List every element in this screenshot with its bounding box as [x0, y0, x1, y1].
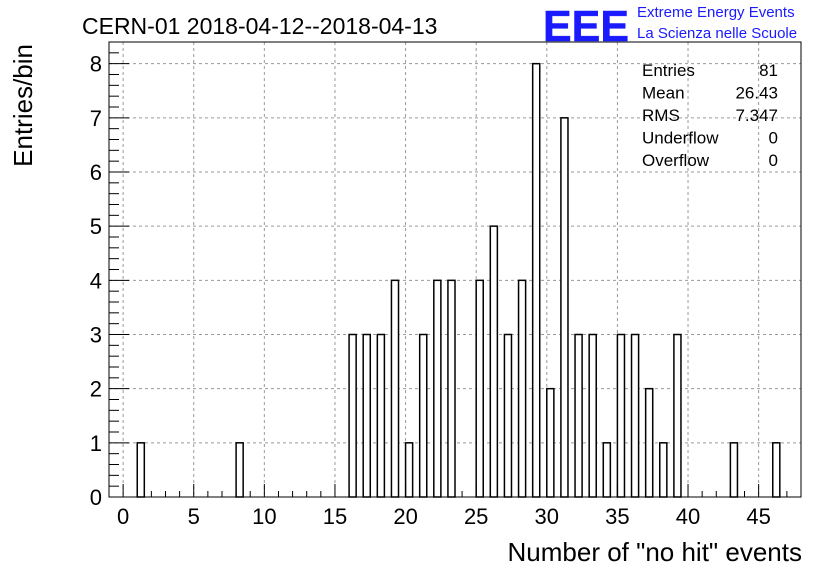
eee-logo: EEE Extreme Energy Events La Scienza nel…: [543, 2, 797, 52]
stats-value: 0: [769, 129, 778, 148]
y-tick-label: 5: [90, 214, 102, 239]
histogram-bar: [560, 117, 569, 498]
y-tick-label: 3: [90, 323, 102, 348]
x-tick-label: 45: [746, 504, 770, 529]
histogram-bar: [404, 442, 414, 498]
stats-value: 0: [769, 151, 778, 170]
x-tick-label: 10: [252, 504, 276, 529]
stats-label: Overflow: [642, 151, 710, 170]
y-axis-title: Entries/bin: [8, 44, 38, 167]
x-tick-label: 40: [676, 504, 700, 529]
histogram-bar: [362, 333, 372, 498]
chart-title: CERN-01 2018-04-12--2018-04-13: [82, 13, 437, 39]
x-tick-label: 0: [117, 504, 129, 529]
logo-line-1: Extreme Energy Events: [637, 4, 795, 21]
histogram-bar: [630, 333, 640, 498]
histogram-bar: [729, 442, 739, 498]
histogram-bar: [489, 225, 499, 498]
histogram-bar: [659, 442, 668, 498]
histogram-bar: [588, 333, 597, 498]
y-tick-label: 7: [90, 106, 102, 131]
histogram-bar: [616, 333, 626, 498]
histogram-bar: [136, 442, 146, 498]
histogram-bar: [447, 279, 456, 498]
histogram-bar: [503, 333, 513, 498]
histogram-bar: [546, 387, 555, 498]
histogram-bar: [517, 279, 527, 498]
histogram-bar: [644, 387, 654, 498]
y-tick-label: 2: [90, 377, 102, 402]
stats-box: Entries 81 Mean 26.43 RMS 7.347 Underflow 0 Over…: [642, 61, 778, 170]
histogram-bar: [475, 279, 484, 498]
y-tick-label: 6: [90, 160, 102, 185]
x-tick-label: 20: [393, 504, 417, 529]
stats-value: 26.43: [735, 84, 778, 103]
histogram-bar: [602, 442, 612, 498]
histogram-bar: [390, 279, 400, 498]
eee-logo-mark: EEE: [543, 2, 629, 51]
histogram-bar: [418, 333, 428, 498]
y-tick-label: 1: [90, 431, 102, 456]
x-tick-label: 15: [323, 504, 347, 529]
x-tick-label: 5: [188, 504, 200, 529]
histogram-bars: [136, 62, 781, 498]
y-tick-label: 8: [90, 52, 102, 77]
histogram-bar: [433, 279, 442, 498]
y-tick-label: 0: [90, 485, 102, 510]
y-axis-ticks: 0 1 2 3 4 5 6 7 8: [90, 52, 129, 510]
x-axis-ticks: 0 5 10 15 20 25 30 35 40 45: [108, 484, 802, 529]
histogram-bar: [673, 333, 682, 498]
stats-label: Entries: [642, 61, 695, 80]
stats-label: Underflow: [642, 129, 719, 148]
histogram-bar: [376, 333, 386, 498]
y-tick-label: 4: [90, 268, 102, 293]
x-axis-title: Number of "no hit" events: [508, 537, 803, 567]
histogram-bar: [531, 62, 541, 498]
histogram-bar: [772, 442, 781, 498]
histogram-bar: [348, 333, 357, 498]
stats-label: RMS: [642, 106, 680, 125]
stats-label: Mean: [642, 84, 685, 103]
histogram-bar: [574, 333, 583, 498]
x-tick-label: 30: [535, 504, 559, 529]
x-tick-label: 35: [605, 504, 629, 529]
stats-value: 7.347: [735, 106, 778, 125]
histogram-bar: [235, 442, 244, 498]
x-tick-label: 25: [464, 504, 488, 529]
stats-value: 81: [759, 61, 778, 80]
logo-line-2: La Scienza nelle Scuole: [637, 25, 797, 42]
